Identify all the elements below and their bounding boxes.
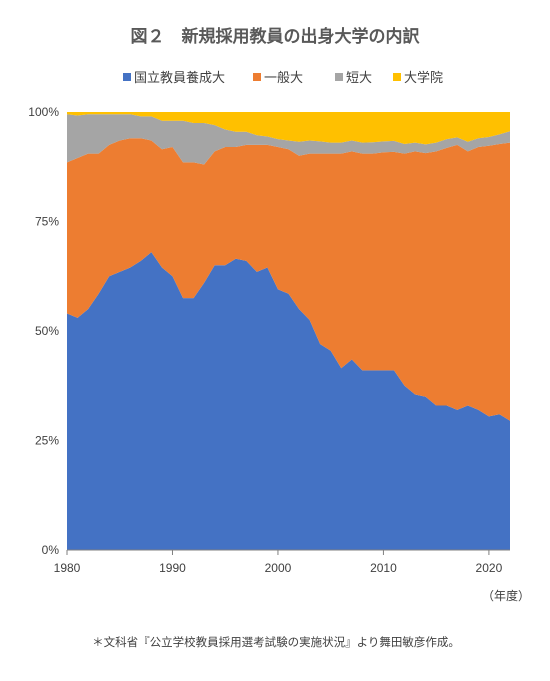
chart-title: 図２ 新規採用教員の出身大学の内訳 (131, 26, 421, 47)
source-note: ＊文科省『公立学校教員採用選考試験の実施状況』より舞田敏彦作成。 (92, 635, 460, 649)
area-series-2 (67, 138, 510, 421)
legend: 国立教員養成大 一般大 短大 大学院 (123, 70, 443, 86)
legend-item: 短大 (335, 71, 372, 86)
y-tick-label: 0% (42, 543, 60, 557)
legend-label: 一般大 (264, 70, 303, 86)
legend-item: 国立教員養成大 (123, 70, 225, 86)
x-tick-label: 2010 (370, 561, 397, 575)
x-tick-label: 1990 (159, 561, 186, 575)
legend-item: 一般大 (253, 70, 303, 86)
axes: 0% 25% 50% 75% 100% 1980 1990 2000 2010 2020 (28, 105, 510, 575)
legend-swatch (123, 73, 131, 81)
legend-swatch (253, 73, 261, 81)
area-series-3 (67, 114, 510, 165)
x-tick-label: 2020 (476, 561, 503, 575)
legend-label: 大学院 (404, 70, 443, 86)
legend-item: 大学院 (393, 70, 443, 86)
plot-areas (67, 112, 510, 550)
legend-swatch (393, 73, 401, 81)
legend-swatch (335, 73, 343, 81)
x-tick-label: 1980 (54, 561, 81, 575)
legend-label: 短大 (346, 71, 372, 86)
y-tick-label: 100% (28, 105, 59, 119)
y-tick-label: 50% (35, 324, 59, 338)
area-series-4 (67, 112, 510, 145)
x-tick-label: 2000 (265, 561, 292, 575)
y-tick-label: 25% (35, 434, 59, 448)
area-series-1 (67, 252, 510, 550)
legend-label: 国立教員養成大 (134, 70, 225, 86)
x-axis-unit-label: （年度） (482, 588, 530, 603)
y-tick-label: 75% (35, 215, 59, 229)
